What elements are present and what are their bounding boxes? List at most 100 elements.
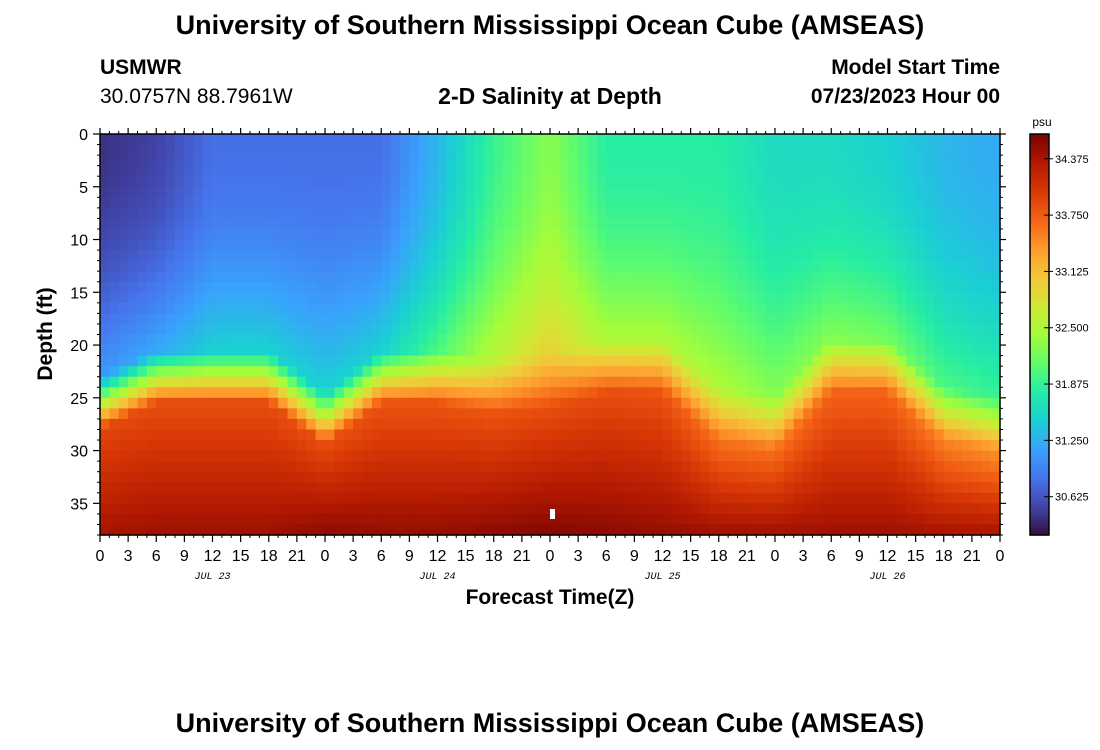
colorbar-swatch: [1030, 411, 1049, 416]
heatmap-cell: [175, 418, 185, 431]
heatmap-cell: [521, 366, 532, 378]
heatmap-cell: [184, 228, 195, 241]
heatmap-cell: [137, 271, 148, 283]
heatmap-cell: [456, 292, 467, 304]
heatmap-cell: [418, 376, 429, 388]
heatmap-cell: [315, 134, 326, 146]
heatmap-cell: [887, 482, 898, 494]
heatmap-cell: [634, 492, 645, 504]
heatmap-cell: [971, 513, 982, 526]
heatmap-cell: [868, 260, 879, 272]
heatmap-cell: [746, 197, 757, 209]
heatmap-cell: [671, 323, 682, 336]
heatmap-cell: [240, 239, 251, 251]
heatmap-cell: [990, 471, 1001, 483]
heatmap-cell: [793, 313, 804, 325]
heatmap-cell: [662, 302, 673, 314]
heatmap-cell: [653, 376, 664, 388]
heatmap-cell: [990, 323, 1001, 336]
heatmap-cell: [803, 155, 814, 167]
heatmap-cell: [568, 397, 579, 409]
heatmap-cell: [737, 155, 748, 167]
heatmap-cell: [803, 482, 814, 494]
heatmap-cell: [850, 228, 860, 241]
heatmap-cell: [634, 387, 645, 399]
heatmap-cell: [681, 218, 692, 230]
heatmap-cell: [165, 418, 176, 431]
heatmap-cell: [718, 366, 729, 378]
heatmap-cell: [606, 366, 617, 378]
heatmap-cell: [475, 313, 485, 325]
heatmap-cell: [418, 429, 429, 441]
heatmap-cell: [259, 471, 270, 483]
heatmap-cell: [831, 271, 842, 283]
heatmap-cell: [287, 207, 298, 220]
heatmap-cell: [671, 144, 682, 156]
y-tick-label: 35: [70, 496, 88, 513]
heatmap-cell: [700, 482, 710, 494]
heatmap-cell: [390, 450, 401, 462]
heatmap-cell: [165, 461, 176, 473]
model-start-value: 07/23/2023 Hour 00: [810, 85, 1000, 108]
heatmap-cell: [390, 513, 401, 526]
heatmap-cell: [100, 218, 110, 230]
heatmap-cell: [840, 334, 851, 346]
heatmap-cell: [793, 144, 804, 156]
heatmap-cell: [278, 387, 289, 399]
heatmap-cell: [540, 366, 551, 378]
heatmap-cell: [362, 418, 373, 431]
heatmap-cell: [428, 250, 439, 262]
heatmap-cell: [990, 271, 1001, 283]
heatmap-cell: [887, 186, 898, 198]
heatmap-cell: [925, 302, 935, 314]
heatmap-cell: [953, 165, 964, 177]
heatmap-cell: [371, 440, 382, 452]
heatmap-cell: [728, 144, 739, 156]
heatmap-cell: [165, 197, 176, 209]
heatmap-cell: [400, 165, 410, 177]
heatmap-cell: [587, 418, 598, 431]
colorbar-tick-label: 32.500: [1055, 323, 1089, 335]
heatmap-cell: [437, 313, 448, 325]
heatmap-cell: [109, 450, 120, 462]
heatmap-cell: [212, 503, 223, 515]
heatmap-cell: [718, 524, 729, 536]
heatmap-cell: [212, 250, 223, 262]
heatmap-cell: [184, 207, 195, 220]
heatmap-cell: [615, 250, 626, 262]
heatmap-cell: [812, 207, 823, 220]
heatmap-cell: [456, 492, 467, 504]
heatmap-cell: [250, 134, 260, 146]
heatmap-cell: [353, 271, 364, 283]
heatmap-cell: [400, 345, 410, 357]
heatmap-cell: [587, 260, 598, 272]
heatmap-cell: [868, 155, 879, 167]
colorbar-swatch: [1030, 294, 1049, 299]
heatmap-cell: [165, 302, 176, 314]
heatmap-cell: [568, 155, 579, 167]
heatmap-cell: [221, 155, 232, 167]
heatmap-cell: [446, 397, 457, 409]
heatmap-cell: [475, 186, 485, 198]
heatmap-cell: [793, 503, 804, 515]
heatmap-cell: [793, 155, 804, 167]
heatmap-cell: [278, 418, 289, 431]
x-tick-label: 21: [288, 548, 306, 565]
heatmap-cell: [221, 271, 232, 283]
heatmap-cell: [128, 155, 139, 167]
heatmap-cell: [859, 260, 870, 272]
heatmap-cell: [784, 408, 795, 420]
heatmap-cell: [981, 461, 992, 473]
heatmap-cell: [203, 450, 214, 462]
heatmap-cell: [971, 176, 982, 188]
heatmap-cell: [878, 408, 889, 420]
heatmap-cell: [540, 302, 551, 314]
heatmap-cell: [306, 239, 317, 251]
heatmap-cell: [953, 524, 964, 536]
heatmap-cell: [118, 345, 129, 357]
heatmap-cell: [146, 302, 157, 314]
colorbar-swatch: [1030, 271, 1049, 275]
heatmap-cell: [962, 482, 973, 494]
colorbar: 30.62531.25031.87532.50033.12533.75034.3…: [1029, 133, 1089, 536]
heatmap-cell: [493, 366, 504, 378]
